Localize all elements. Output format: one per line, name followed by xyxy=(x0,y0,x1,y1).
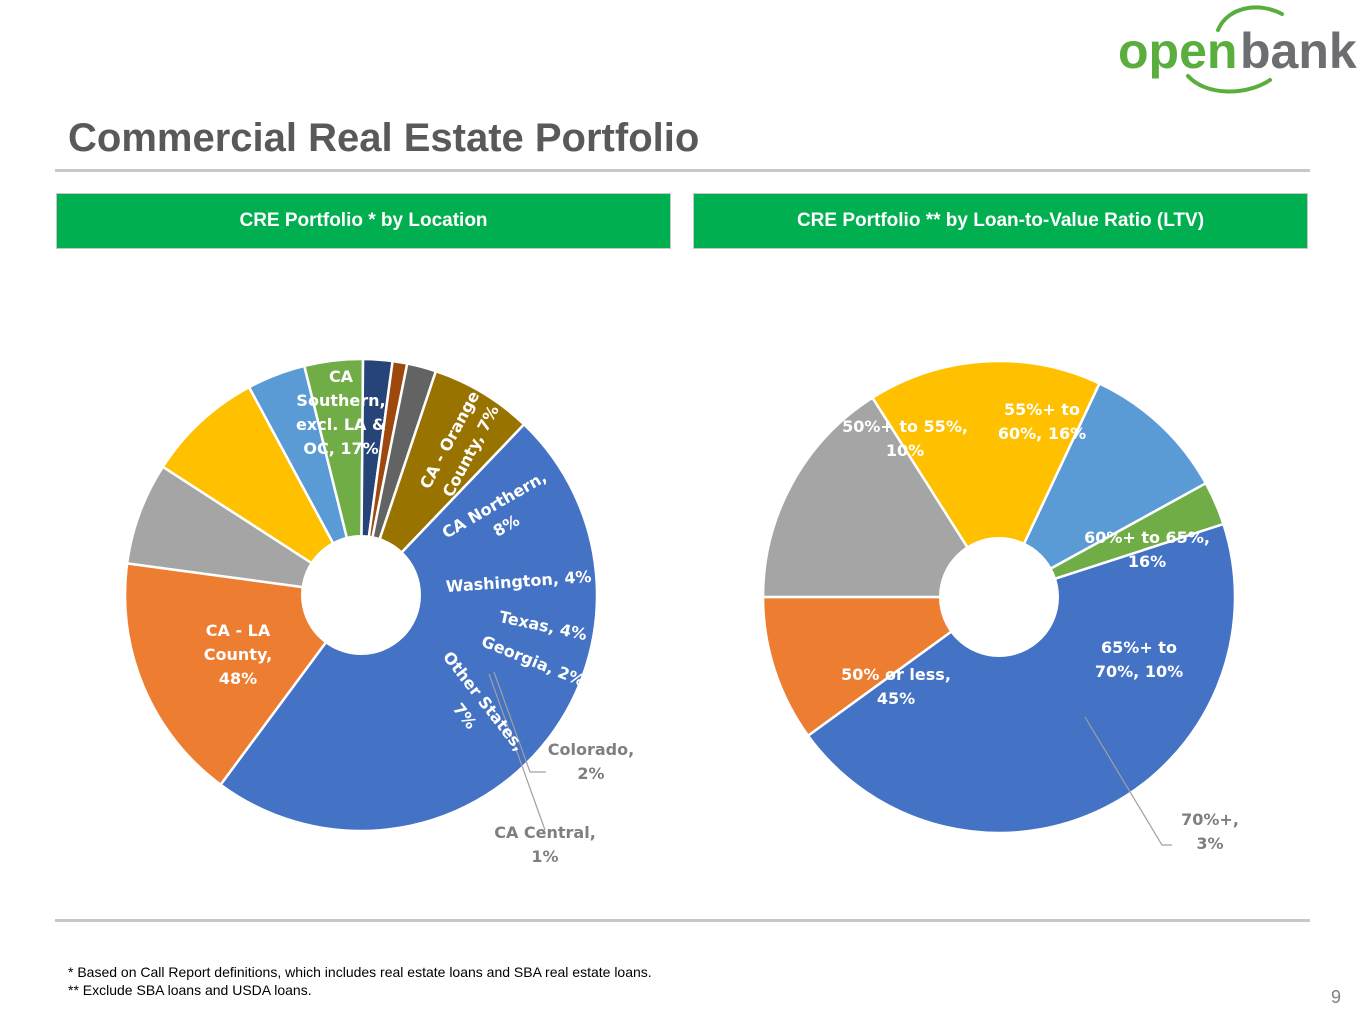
pie-slice-ca-southern-excl-la-oc xyxy=(123,561,364,787)
logo-swoosh-bottom xyxy=(1186,74,1272,94)
logo-swoosh-top xyxy=(1216,5,1284,32)
data-label-65-to-70: 65%+ to 70%, 10% xyxy=(1095,638,1183,681)
data-label-ca-southern-excl-la-oc: CA Southern, excl. LA & OC, 17% xyxy=(296,367,386,458)
pie-slice-50-or-less xyxy=(806,522,1237,835)
data-label-50-to-55: 50%+ to 55%, 10% xyxy=(842,417,968,460)
data-label-ca-central: CA Central, 1% xyxy=(494,823,596,866)
pie-slice-65-to-70 xyxy=(996,381,1208,600)
data-label-60-to-65: 60%+ to 65%, 16% xyxy=(1084,528,1210,571)
leader-line-ca-central xyxy=(488,673,546,831)
page-title: Commercial Real Estate Portfolio xyxy=(68,116,700,160)
footer-divider xyxy=(55,919,1310,922)
pie-slice-55-to-60 xyxy=(761,396,1002,599)
openbank-logo: open bank xyxy=(1118,5,1357,94)
footnotes: * Based on Call Report definitions, whic… xyxy=(68,963,652,999)
data-label-colorado: Colorado, 2% xyxy=(548,740,634,783)
footnote-1: * Based on Call Report definitions, whic… xyxy=(68,964,652,980)
data-label-50-or-less: 50% or less, 45% xyxy=(841,665,951,708)
donut-hole xyxy=(301,535,421,655)
ltv-chart-header: CRE Portfolio ** by Loan-to-Value Ratio … xyxy=(693,193,1308,249)
location-chart-header: CRE Portfolio * by Location xyxy=(56,193,671,249)
data-label-ca-la-county: CA - LA County, 48% xyxy=(204,621,272,688)
logo-bank-text: bank xyxy=(1240,23,1357,79)
leader-line-70-plus xyxy=(1084,716,1172,846)
donut-hole xyxy=(939,537,1059,657)
data-label-70: 70%+, 3% xyxy=(1181,810,1239,853)
pie-slice-60-to-65 xyxy=(870,359,1102,600)
footnote-2: ** Exclude SBA loans and USDA loans. xyxy=(68,982,312,998)
pie-slice-other-states xyxy=(359,369,526,596)
page-number: 9 xyxy=(1331,987,1342,1007)
logo-open-text: open xyxy=(1118,23,1237,79)
pie-slice-ca-northern xyxy=(161,385,363,597)
title-divider xyxy=(55,169,1310,172)
data-label-55-to-60: 55%+ to 60%, 16% xyxy=(998,400,1086,443)
pie-slice-ca-orange-county xyxy=(125,465,362,597)
pie-slice-50-to-55 xyxy=(761,595,1003,738)
leader-line-colorado xyxy=(493,671,546,773)
